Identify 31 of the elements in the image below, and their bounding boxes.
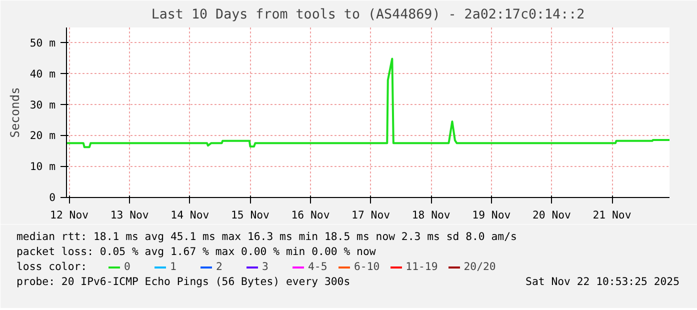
legend-label: 2 <box>216 260 224 273</box>
y-tick-label: 0 <box>49 191 56 204</box>
legend-label: 20/20 <box>464 260 496 273</box>
text: packet loss: 0.05 % avg 1.67 % max 0.00 % min 0.00 % now <box>16 245 376 258</box>
legend-label: 3 <box>262 260 270 273</box>
text: Sat Nov 22 10:53:25 2025 <box>526 275 680 288</box>
y-tick-label: 30 m <box>30 98 56 112</box>
text: median rtt: 18.1 ms avg 45.1 ms max 16.3 ms min 18.5 ms now 2.3 ms sd 8.0 am/s <box>16 230 517 243</box>
y-tick-label: 50 m <box>30 36 56 50</box>
x-tick-label: 17 Nov <box>352 208 390 222</box>
x-tick-label: 13 Nov <box>110 208 149 222</box>
y-tick-label: 20 m <box>30 129 56 142</box>
legend-title: loss color: <box>16 260 88 273</box>
x-tick-label: 15 Nov <box>230 208 270 222</box>
x-tick-label: 18 Nov <box>412 208 450 222</box>
y-axis-title: Seconds <box>8 87 22 138</box>
legend-label: 11-19 <box>406 260 438 273</box>
x-tick-label: 19 Nov <box>472 208 511 222</box>
x-tick-label: 20 Nov <box>532 208 571 222</box>
legend-label: 0 <box>124 260 132 273</box>
y-tick-label: 10 m <box>30 160 56 174</box>
chart-title: Last 10 Days from tools to (AS44869) - 2a02:17c0:14::2 <box>151 8 585 22</box>
legend-label: 4-5 <box>308 260 328 273</box>
text: probe: 20 IPv6-ICMP Echo Pings (56 Bytes) every 300s <box>16 275 350 288</box>
legend-label: 1 <box>170 260 178 273</box>
x-tick-label: 14 Nov <box>170 208 210 222</box>
x-tick-label: 12 Nov <box>50 208 89 222</box>
x-tick-label: 16 Nov <box>291 208 330 222</box>
legend-label: 6-10 <box>354 260 380 273</box>
x-tick-label: 21 Nov <box>592 208 632 222</box>
y-tick-label: 40 m <box>30 67 56 80</box>
